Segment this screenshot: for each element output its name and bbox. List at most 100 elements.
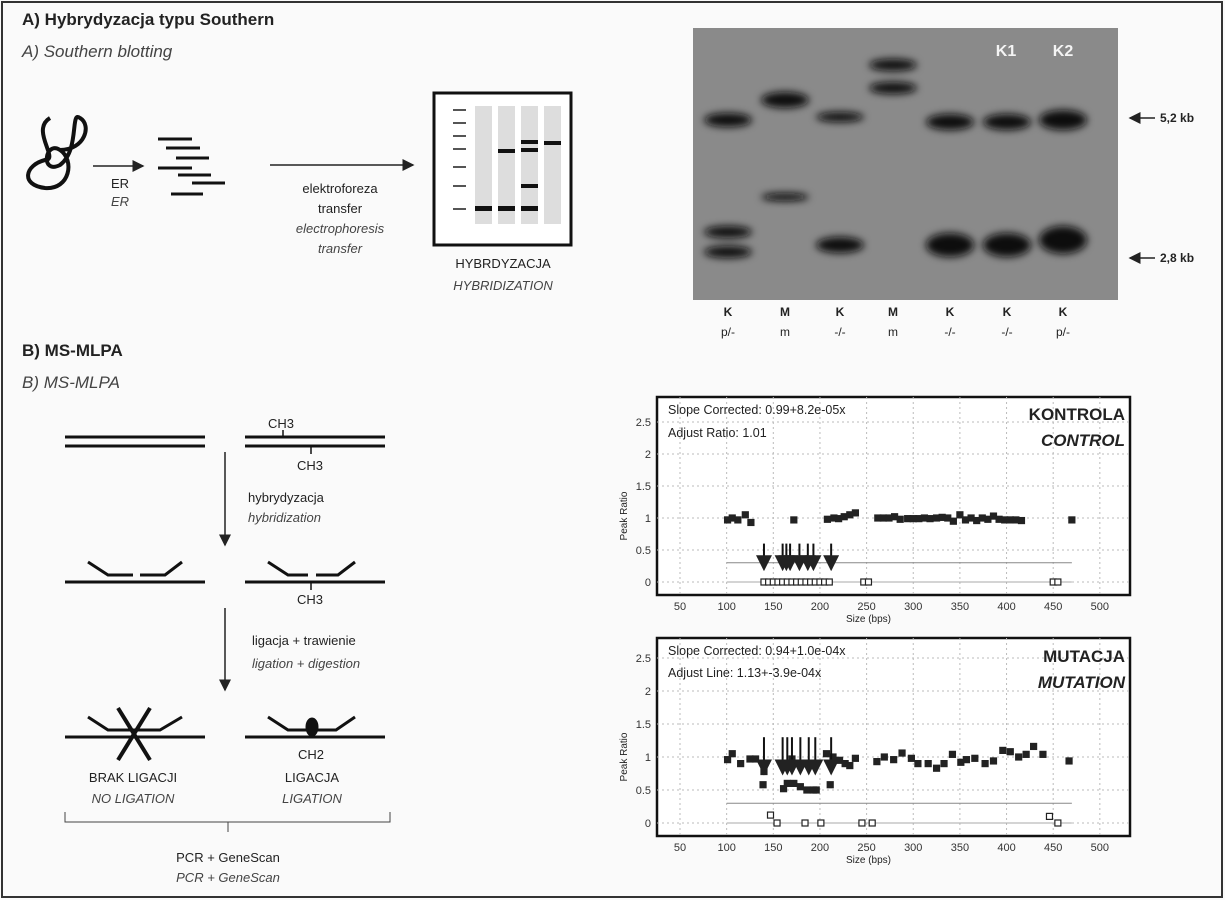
data-point <box>1068 516 1076 524</box>
x-tick-label: 450 <box>1044 601 1062 613</box>
control-chart: Slope Corrected: 0.99+8.2e-05x Adjust Ra… <box>619 395 1132 625</box>
lane-label-top: K <box>946 305 955 319</box>
data-point <box>751 755 760 763</box>
y-tick-label: 1.5 <box>636 481 651 493</box>
lane-label-bottom: p/- <box>1056 325 1070 339</box>
x-tick-label: 500 <box>1091 842 1109 854</box>
data-point <box>825 578 833 586</box>
lane-label-top: K <box>836 305 845 319</box>
data-point <box>796 783 804 791</box>
data-point <box>790 516 798 524</box>
er-label: ER <box>111 176 129 191</box>
x-axis-label: Size (bps) <box>846 855 891 866</box>
data-point <box>1045 812 1054 821</box>
data-point <box>1015 753 1023 761</box>
step-line-1: elektroforeza <box>302 181 378 196</box>
lane-label-bottom: m <box>888 325 898 339</box>
lane-label-bottom: -/- <box>834 325 845 339</box>
chart-title: KONTROLA <box>1029 405 1125 424</box>
data-point <box>1006 748 1014 756</box>
data-point <box>728 750 736 758</box>
membrane-schematic <box>432 91 573 247</box>
y-tick-label: 2.5 <box>636 653 651 665</box>
data-point <box>734 516 742 524</box>
x-tick-label: 250 <box>857 842 875 854</box>
data-point <box>880 753 888 761</box>
x-tick-label: 250 <box>857 601 875 613</box>
gel-band <box>761 193 809 201</box>
data-point <box>1039 750 1047 758</box>
methyl-label-ligated: CH2 <box>298 747 324 762</box>
data-point <box>846 761 854 770</box>
x-tick-label: 200 <box>811 601 829 613</box>
step1-label: hybrydyzacja <box>248 490 325 505</box>
mutation-chart: Slope Corrected: 0.94+1.0e-04x Adjust Li… <box>619 636 1132 866</box>
size-marker-2-8kb: 2,8 kb <box>1160 251 1194 265</box>
chart-annotation-2: Adjust Ratio: 1.01 <box>668 426 767 440</box>
x-tick-label: 300 <box>904 842 922 854</box>
gel-band <box>816 112 864 122</box>
data-point <box>1022 750 1030 758</box>
final-step-label-en: PCR + GeneScan <box>176 870 280 885</box>
data-point <box>864 578 873 586</box>
gel-band <box>869 59 917 71</box>
y-tick-label: 0 <box>645 577 651 589</box>
size-marker-5-2kb: 5,2 kb <box>1160 111 1194 125</box>
step-line-2: transfer <box>318 201 363 216</box>
gel-band <box>1039 110 1087 130</box>
data-point <box>801 819 809 827</box>
lane-label-bottom: -/- <box>1001 325 1012 339</box>
data-point <box>981 759 989 768</box>
lane-label-top: M <box>780 305 790 319</box>
data-point <box>747 518 755 527</box>
lane-label-top: K <box>724 305 733 319</box>
chart-title-en: MUTATION <box>1038 673 1126 692</box>
x-tick-label: 400 <box>997 842 1015 854</box>
y-tick-label: 1.5 <box>636 719 651 731</box>
data-point <box>999 746 1007 755</box>
gel-band <box>983 114 1031 130</box>
data-point <box>817 819 825 827</box>
data-point <box>1054 819 1062 827</box>
chart-annotation-1: Slope Corrected: 0.99+8.2e-05x <box>668 403 846 417</box>
gel-band <box>704 113 752 127</box>
lane-label-bottom: -/- <box>944 325 955 339</box>
y-tick-label: 0.5 <box>636 785 651 797</box>
y-tick-label: 2 <box>645 449 651 461</box>
hybridization-label: HYBRDYZACJA <box>455 256 551 271</box>
data-point <box>898 749 906 757</box>
data-point <box>773 819 781 827</box>
step1-label-en: hybridization <box>248 510 321 525</box>
data-point <box>851 509 860 517</box>
data-point <box>890 756 898 764</box>
data-point <box>1054 578 1062 586</box>
data-point <box>851 754 860 762</box>
data-point <box>932 764 941 772</box>
plot-area <box>655 395 1132 597</box>
data-point <box>914 759 922 768</box>
panel-a-subtitle: A) Southern blotting <box>21 42 173 61</box>
gel-band <box>1039 226 1087 254</box>
y-tick-label: 1 <box>645 752 651 764</box>
ligation-label: LIGACJA <box>285 770 340 785</box>
final-step-label: PCR + GeneScan <box>176 850 280 865</box>
data-point <box>949 517 957 525</box>
data-point <box>812 786 820 794</box>
data-point <box>766 811 775 819</box>
y-tick-label: 0.5 <box>636 545 651 557</box>
hybridization-label-en: HYBRIDIZATION <box>453 278 553 293</box>
data-point <box>823 515 832 523</box>
step2-label: ligacja + trawienie <box>252 633 356 648</box>
lane-label-top: K <box>1059 305 1068 319</box>
data-point <box>948 750 957 758</box>
panel-b-title: B) MS-MLPA <box>22 341 123 360</box>
dna-squiggle-icon <box>26 115 88 191</box>
lane-label-top: K <box>1003 305 1012 319</box>
chart-annotation-2: Adjust Line: 1.13+-3.9e-04x <box>668 666 822 680</box>
methyl-label-top: CH3 <box>268 416 294 431</box>
panel-b-subtitle: B) MS-MLPA <box>22 373 120 392</box>
x-tick-label: 400 <box>997 601 1015 613</box>
lane-label-bottom: p/- <box>721 325 735 339</box>
no-ligation-label: BRAK LIGACJI <box>89 770 177 785</box>
